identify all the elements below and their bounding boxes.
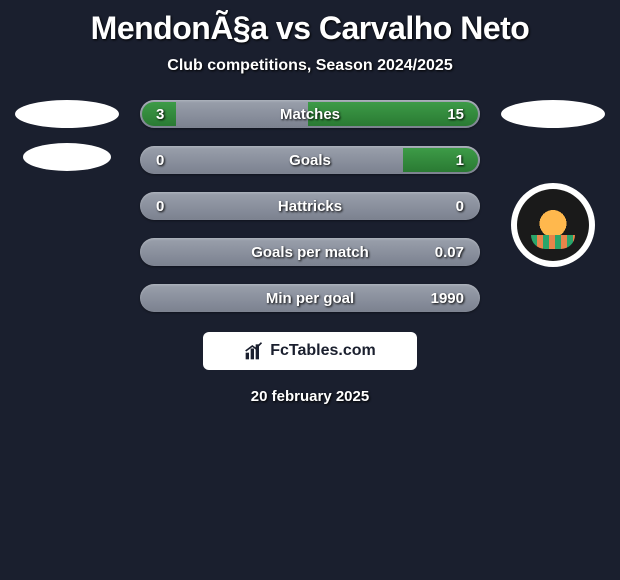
stat-fill-right — [403, 148, 478, 172]
date-text: 20 february 2025 — [251, 388, 369, 405]
stat-value-right: 0.07 — [435, 244, 464, 261]
stat-label: Min per goal — [266, 290, 354, 307]
stat-label: Goals per match — [251, 244, 369, 261]
stat-value-left: 3 — [156, 106, 164, 123]
bar-chart-icon — [244, 341, 264, 361]
stat-row: Goals per match 0.07 — [140, 238, 480, 266]
club-badge-container — [511, 183, 595, 267]
club-badge-icon — [517, 189, 589, 261]
stat-row: 0 Hattricks 0 — [140, 192, 480, 220]
right-logo-column — [498, 100, 608, 267]
stat-value-left: 0 — [156, 152, 164, 169]
comparison-card: MendonÃ§a vs Carvalho Neto Club competit… — [0, 0, 620, 405]
stat-value-right: 15 — [447, 106, 464, 123]
brand-badge[interactable]: FcTables.com — [203, 332, 417, 370]
player-left-logo-1 — [15, 100, 119, 128]
stat-label: Hattricks — [278, 198, 342, 215]
stat-row: Min per goal 1990 — [140, 284, 480, 312]
stat-value-right: 0 — [456, 198, 464, 215]
stats-block: 3 Matches 15 0 Goals 1 0 Hattricks 0 Goals per ma… — [0, 100, 620, 312]
stat-row: 3 Matches 15 — [140, 100, 480, 128]
stat-rows: 3 Matches 15 0 Goals 1 0 Hattricks 0 Goals per ma… — [140, 100, 480, 312]
stat-row: 0 Goals 1 — [140, 146, 480, 174]
left-logo-column — [12, 100, 122, 171]
stat-value-left: 0 — [156, 198, 164, 215]
player-right-logo-1 — [501, 100, 605, 128]
page-title: MendonÃ§a vs Carvalho Neto — [91, 10, 530, 47]
brand-text: FcTables.com — [270, 342, 376, 360]
stat-value-right: 1990 — [431, 290, 464, 307]
stat-label: Matches — [280, 106, 340, 123]
stat-label: Goals — [289, 152, 331, 169]
player-left-logo-2 — [23, 143, 111, 171]
stat-value-right: 1 — [456, 152, 464, 169]
subtitle: Club competitions, Season 2024/2025 — [167, 57, 452, 75]
